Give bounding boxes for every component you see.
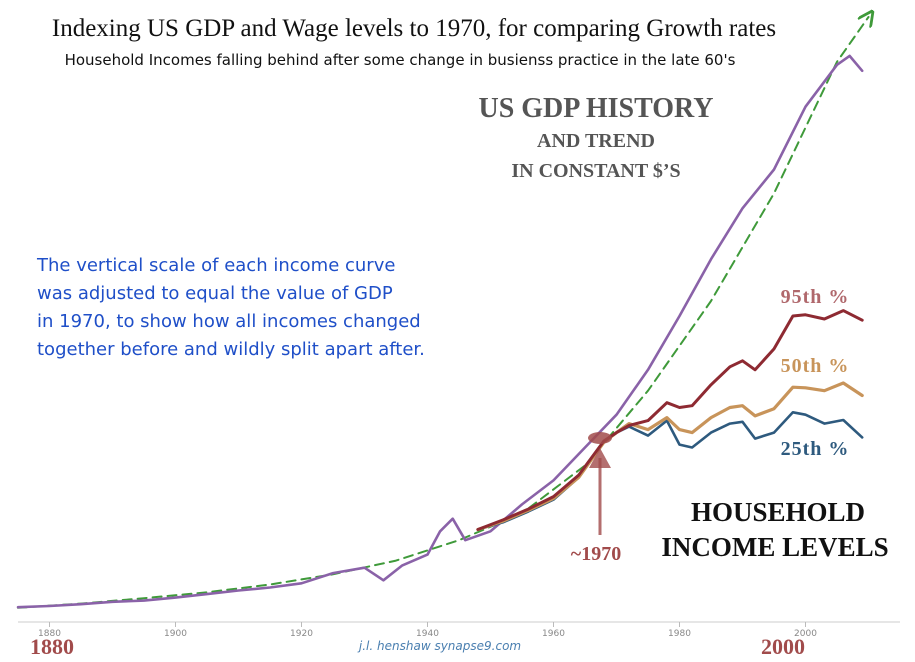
note-line-3: in 1970, to show how all incomes changed xyxy=(37,311,421,332)
note-line-2: was adjusted to equal the value of GDP xyxy=(37,283,393,304)
gdp-heading-line-3: IN CONSTANT $’S xyxy=(511,160,680,182)
gdp-heading-line-1: US GDP HISTORY xyxy=(478,93,713,124)
gdp-heading-line-2: AND TREND xyxy=(537,130,655,152)
chart-subtitle: Household Incomes falling behind after s… xyxy=(65,51,736,69)
series-label-p50: 50th % xyxy=(781,355,850,377)
chart-title: Indexing US GDP and Wage levels to 1970,… xyxy=(52,15,776,42)
x-axis-ticks: 1880 1900 1920 1940 1960 1980 2000 xyxy=(38,622,817,639)
x-tick-label: 1980 xyxy=(668,629,691,639)
x-tick-label: 2000 xyxy=(794,629,817,639)
x-tick-label: 1960 xyxy=(542,629,565,639)
marker-1970-label: ~1970 xyxy=(571,543,621,565)
x-tick-label: 1940 xyxy=(416,629,439,639)
year-end-label: 2000 xyxy=(761,634,805,659)
x-tick-label: 1900 xyxy=(164,629,187,639)
marker-1970-arrow-head xyxy=(589,448,611,468)
note-line-4: together before and wildly split apart a… xyxy=(37,339,425,360)
marker-1970-ellipse xyxy=(588,432,612,444)
note-line-1: The vertical scale of each income curve xyxy=(36,255,395,276)
series-label-p95: 95th % xyxy=(781,286,850,308)
x-tick-label: 1920 xyxy=(290,629,313,639)
series-line-p50 xyxy=(476,381,864,532)
credit-label: j.l. henshaw synapse9.com xyxy=(357,639,521,653)
series-layer xyxy=(16,17,869,609)
year-start-label: 1880 xyxy=(30,634,74,659)
household-heading-line-1: HOUSEHOLD xyxy=(691,497,865,527)
household-heading-line-2: INCOME LEVELS xyxy=(661,532,888,562)
series-line-gdp xyxy=(16,54,864,609)
x-tick-label: 1880 xyxy=(38,629,61,639)
series-label-p25: 25th % xyxy=(781,438,850,460)
series-line-p95 xyxy=(476,309,864,531)
